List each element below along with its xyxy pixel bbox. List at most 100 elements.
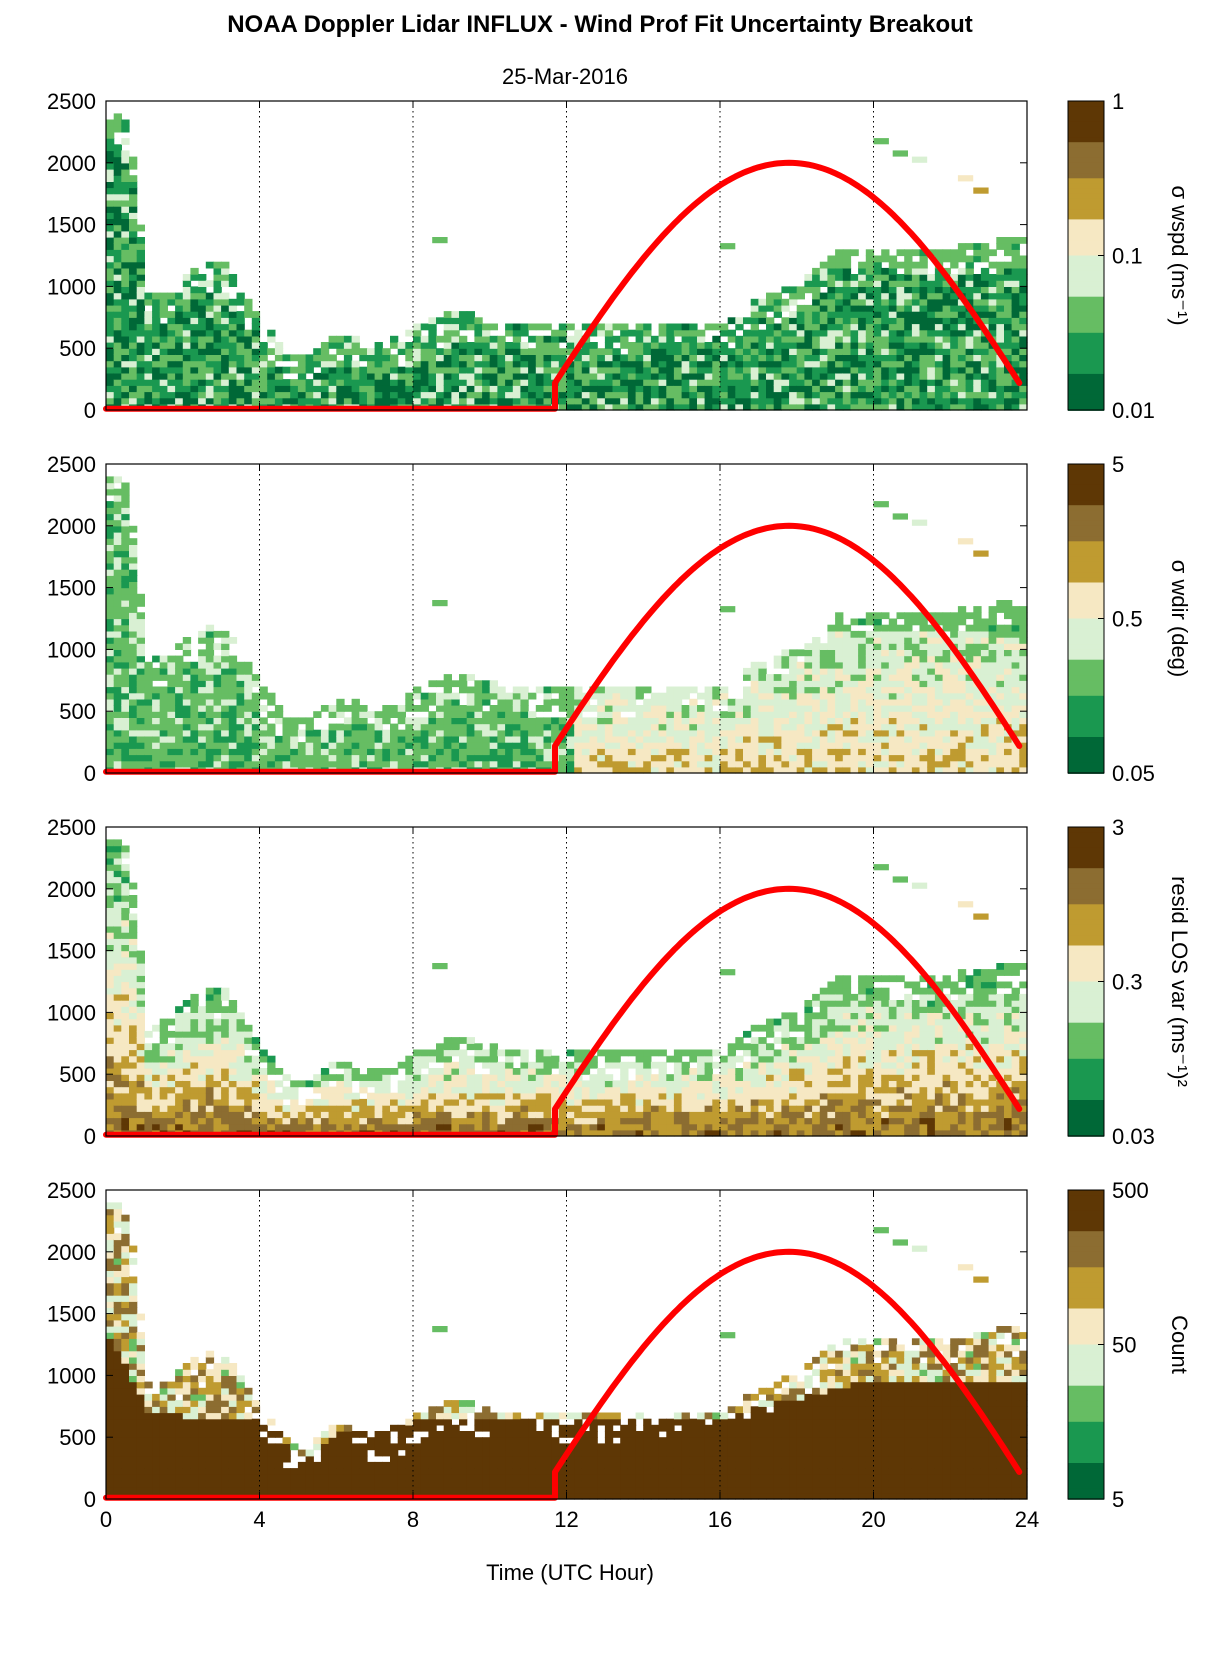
heatmap-cell	[927, 630, 936, 638]
heatmap-cell	[620, 335, 629, 343]
heatmap-cell	[604, 342, 614, 349]
heatmap-cell	[213, 304, 222, 312]
heatmap-cell	[106, 311, 115, 318]
heatmap-cell	[175, 311, 184, 318]
heatmap-cell	[336, 705, 345, 712]
heatmap-cell	[1019, 342, 1028, 349]
heatmap-cell	[175, 348, 184, 355]
heatmap-cell	[635, 705, 644, 712]
heatmap-cell	[911, 342, 921, 349]
heatmap-cell	[873, 335, 882, 343]
heatmap-cell	[343, 735, 353, 743]
heatmap-cell	[244, 372, 253, 380]
heatmap-cell	[865, 698, 875, 706]
heatmap-cell	[106, 575, 115, 582]
heatmap-cell	[474, 354, 483, 362]
heatmap-cell	[758, 391, 767, 399]
heatmap-cell	[236, 298, 245, 306]
heatmap-cell	[236, 680, 245, 688]
heatmap-cell	[136, 705, 145, 712]
heatmap-cell	[942, 304, 951, 312]
heatmap-cell	[980, 335, 990, 343]
heatmap-cell	[1019, 754, 1028, 762]
heatmap-cell	[1019, 742, 1028, 749]
heatmap-cell	[190, 1117, 199, 1125]
heatmap-cell	[842, 391, 852, 399]
heatmap-cell	[336, 391, 345, 399]
heatmap-cell	[129, 612, 138, 620]
heatmap-cell	[136, 385, 145, 393]
heatmap-cell	[627, 735, 637, 743]
heatmap-cell	[965, 705, 974, 712]
heatmap-cell	[121, 193, 130, 201]
heatmap-cell	[121, 1111, 130, 1119]
heatmap-cell	[812, 711, 821, 718]
heatmap-cell	[1019, 643, 1028, 650]
heatmap-cell	[604, 705, 614, 712]
heatmap-cell	[551, 342, 560, 349]
heatmap-cell	[374, 397, 383, 405]
heatmap-cell	[804, 286, 813, 294]
heatmap-cell	[144, 667, 153, 675]
heatmap-cell	[650, 360, 660, 368]
heatmap-cell	[988, 372, 997, 380]
heatmap-cell	[697, 711, 706, 718]
colorbar: 50.50.05σ wdir (deg)	[1067, 452, 1192, 786]
heatmap-cell	[320, 705, 330, 712]
heatmap-cell	[205, 723, 215, 731]
heatmap-cell	[988, 723, 997, 731]
heatmap-cell	[911, 667, 921, 675]
heatmap-cell	[343, 397, 353, 405]
heatmap-cell	[827, 335, 836, 343]
heatmap-cell	[520, 397, 529, 405]
heatmap-cell	[1011, 304, 1020, 312]
heatmap-cell	[873, 748, 882, 756]
heatmap-cell	[796, 705, 805, 712]
heatmap-cell	[451, 335, 460, 343]
heatmap-cell	[627, 391, 637, 399]
heatmap-cell	[911, 348, 921, 355]
heatmap-cell	[159, 354, 168, 362]
heatmap-cell	[136, 1055, 145, 1063]
heatmap-cell	[892, 513, 908, 520]
heatmap-cell	[205, 391, 215, 399]
heatmap-cell	[865, 354, 875, 362]
heatmap-cell	[850, 692, 859, 700]
heatmap-cell	[528, 735, 537, 743]
y-tick-label: 2500	[47, 89, 96, 114]
heatmap-cell	[198, 723, 207, 731]
heatmap-cell	[781, 379, 790, 386]
heatmap-cell	[274, 385, 284, 393]
heatmap-cell	[251, 680, 261, 688]
colorbar-segment	[1068, 536, 1104, 543]
heatmap-cell	[121, 175, 130, 182]
heatmap-cell	[658, 711, 667, 718]
heatmap-cell	[144, 1055, 153, 1063]
heatmap-cell	[190, 711, 199, 718]
heatmap-cell	[159, 1111, 168, 1119]
heatmap-cell	[144, 360, 153, 368]
heatmap-cell	[980, 385, 990, 393]
heatmap-cell	[221, 267, 230, 275]
heatmap-cell	[858, 274, 867, 281]
heatmap-cell	[973, 323, 982, 331]
heatmap-cell	[175, 735, 184, 743]
heatmap-cell	[159, 311, 168, 318]
heatmap-cell	[789, 335, 798, 343]
heatmap-cell	[205, 1092, 215, 1100]
heatmap-cell	[228, 335, 238, 343]
heatmap-cell	[980, 711, 990, 718]
heatmap-cell	[888, 348, 898, 355]
heatmap-cell	[942, 292, 951, 300]
heatmap-cell	[957, 304, 967, 312]
heatmap-cell	[121, 895, 130, 902]
heatmap-cell	[942, 729, 951, 737]
heatmap-cell	[535, 391, 545, 399]
heatmap-cell	[996, 366, 1005, 374]
heatmap-cell	[558, 717, 568, 725]
heatmap-cell	[274, 366, 284, 374]
heatmap-cell	[842, 655, 852, 663]
heatmap-cell	[512, 760, 522, 768]
